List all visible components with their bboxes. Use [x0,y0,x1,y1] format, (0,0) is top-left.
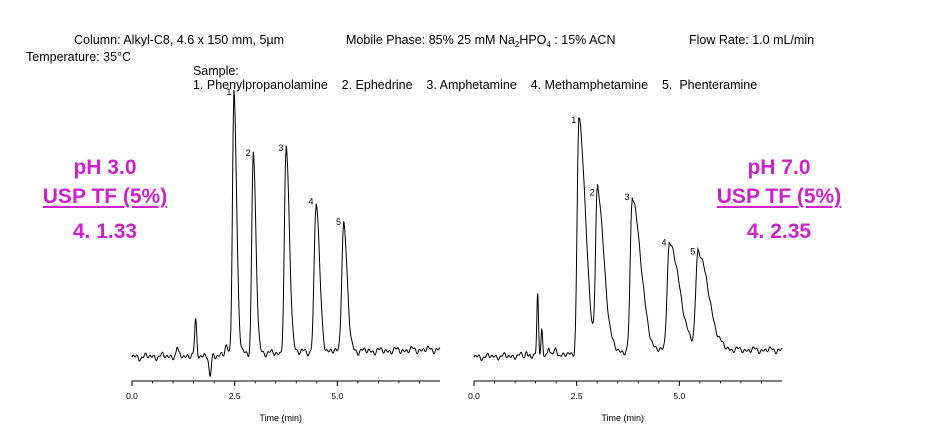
temperature-label: Temperature: [26,50,100,64]
peak-label-5: 5 [336,217,341,227]
x-axis-label: Time (min) [601,413,644,423]
x-tick-label: 0.0 [468,391,480,401]
left-tf-value: 4. 1.33 [72,220,138,243]
x-tick-label: 5.0 [673,391,685,401]
peak-label-4: 4 [308,197,313,207]
chromatogram-trace [473,117,783,362]
peak-label-3: 3 [278,143,283,153]
sample-info: Sample: 1. Phenylpropanolamine 2. Ephedr… [186,50,757,92]
temperature-info: Temperature: 35°C [26,50,131,64]
peak-label-3: 3 [625,192,630,202]
temperature-value: 35°C [103,50,132,64]
mobile-phase-value: 85% 25 mM Na2HPO4 : 15% ACN [428,33,616,49]
peak-label-2: 2 [590,188,595,198]
right-ph: pH 7.0 [747,156,811,179]
left-tf-title: USP TF (5%) [42,185,168,208]
chromatogram-trace [131,90,441,378]
flow-rate-label: Flow Rate: [689,33,749,47]
left-annotation: pH 3.0 USP TF (5%) 4. 1.33 [30,156,180,244]
chromatogram-2: 0.0 2.5 5.0 Time (min) 1 2 3 4 5 [468,115,783,423]
peak-label-1: 1 [226,87,231,97]
sample-list: 1. Phenylpropanolamine 2. Ephedrine 3. A… [192,78,758,92]
flow-rate-info: Flow Rate: 1.0 mL/min [689,33,814,47]
column-value: Alkyl-C8, 4.6 x 150 mm, 5µm [123,33,285,47]
x-tick-label: 5.0 [331,391,343,401]
peak-label-4: 4 [662,238,667,248]
left-ph: pH 3.0 [73,156,137,179]
peak-label-5: 5 [690,247,695,257]
right-tf-title: USP TF (5%) [716,185,842,208]
x-tick-label: 2.5 [571,391,583,401]
chromatogram-1: 0.0 2.5 5.0 Time (min) 1 2 3 4 5 [126,87,441,423]
column-info: Column: Alkyl-C8, 4.6 x 150 mm, 5µm [74,33,284,47]
mobile-phase-info: Mobile Phase: 85% 25 mM Na2HPO4 : 15% AC… [346,33,616,49]
mobile-phase-label: Mobile Phase: [346,33,426,47]
peak-label-1: 1 [571,115,576,125]
flow-rate-value: 1.0 mL/min [752,33,815,47]
peak-label-2: 2 [246,148,251,158]
right-tf-value: 4. 2.35 [746,220,812,243]
x-tick-label: 0.0 [126,391,138,401]
sample-label: Sample: [192,64,239,78]
column-label: Column: [74,33,121,47]
x-tick-label: 2.5 [229,391,241,401]
right-annotation: pH 7.0 USP TF (5%) 4. 2.35 [704,156,854,244]
x-axis-label: Time (min) [259,413,302,423]
